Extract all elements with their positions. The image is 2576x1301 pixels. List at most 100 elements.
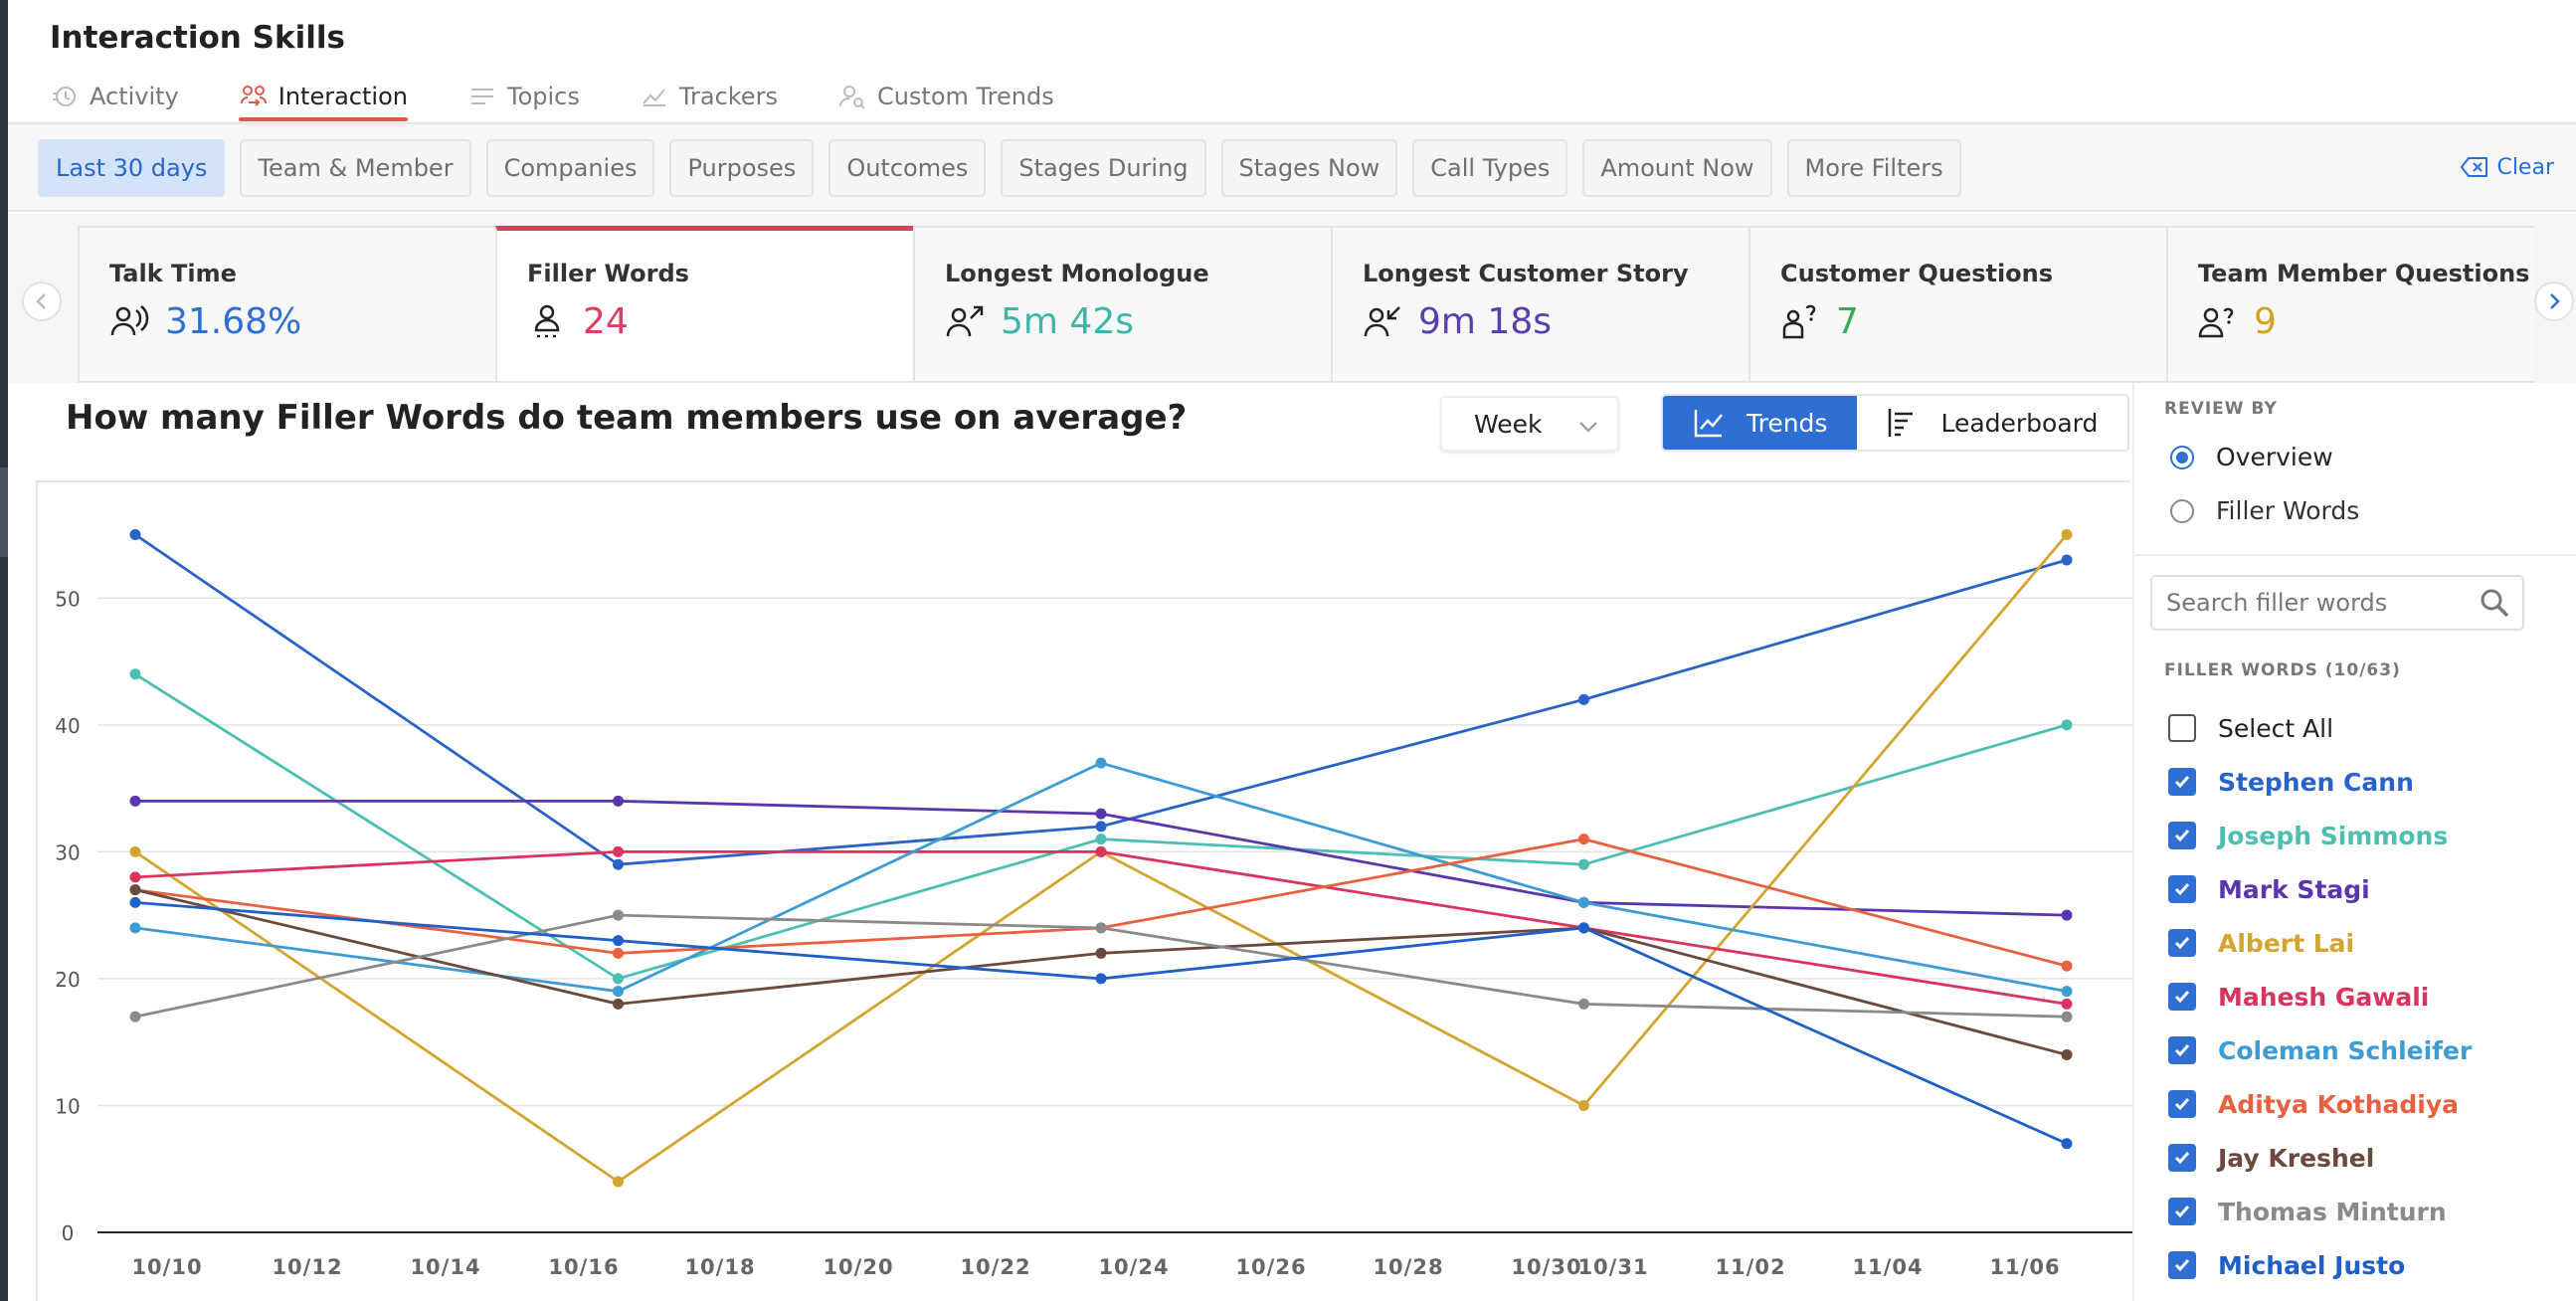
period-select[interactable]: Week: [1440, 396, 1619, 452]
member-checkbox-jay-kreshel[interactable]: Jay Kreshel: [2168, 1131, 2472, 1185]
filter-last-30-days[interactable]: Last 30 days: [38, 139, 226, 197]
filter-companies[interactable]: Companies: [485, 139, 655, 197]
filter-amount-now[interactable]: Amount Now: [1582, 139, 1772, 197]
member-name: Thomas Minturn: [2218, 1197, 2447, 1226]
metric-card-longest-customer-story[interactable]: Longest Customer Story 9m 18s: [1331, 226, 1748, 383]
data-point[interactable]: [129, 871, 141, 883]
data-point[interactable]: [1578, 1099, 1589, 1111]
data-point[interactable]: [1095, 845, 1107, 857]
member-checkbox-thomas-minturn[interactable]: Thomas Minturn: [2168, 1185, 2472, 1238]
trends-button[interactable]: Trends: [1663, 396, 1858, 450]
member-checkbox-aditya-kothadiya[interactable]: Aditya Kothadiya: [2168, 1077, 2472, 1131]
data-point[interactable]: [1095, 834, 1107, 845]
data-point[interactable]: [1095, 808, 1107, 820]
tab-custom-trends[interactable]: Custom Trends: [837, 72, 1054, 121]
metric-card-customer-questions[interactable]: Customer Questions 7: [1748, 226, 2166, 383]
data-point[interactable]: [2061, 529, 2073, 541]
member-checkbox-albert-lai[interactable]: Albert Lai: [2168, 916, 2472, 970]
tab-label: Activity: [90, 83, 179, 110]
data-point[interactable]: [613, 1176, 624, 1188]
member-checkbox-stephen-cann[interactable]: Stephen Cann: [2168, 755, 2472, 809]
data-point[interactable]: [2061, 909, 2073, 921]
data-point[interactable]: [2061, 986, 2073, 998]
data-point[interactable]: [613, 986, 624, 998]
data-point[interactable]: [2061, 1138, 2073, 1150]
data-point[interactable]: [613, 795, 624, 807]
clear-filters-button[interactable]: Clear: [2461, 154, 2554, 180]
radio-filler-words[interactable]: Filler Words: [2170, 496, 2359, 525]
data-point[interactable]: [1578, 896, 1589, 908]
data-point[interactable]: [129, 529, 141, 541]
data-point[interactable]: [2061, 960, 2073, 972]
metric-card-longest-monologue[interactable]: Longest Monologue 5m 42s: [913, 226, 1331, 383]
member-checkbox-mahesh-gawali[interactable]: Mahesh Gawali: [2168, 970, 2472, 1023]
data-point[interactable]: [2061, 1011, 2073, 1022]
select-all-label: Select All: [2218, 713, 2334, 743]
tab-activity[interactable]: Activity: [50, 72, 179, 121]
filter-team-member[interactable]: Team & Member: [240, 139, 471, 197]
metric-card-talk-time[interactable]: Talk Time 31.68%: [78, 226, 495, 383]
select-all-checkbox[interactable]: Select All: [2168, 701, 2472, 755]
tab-interaction[interactable]: Interaction: [238, 72, 409, 121]
metric-strip: Talk Time 31.68% Filler Words 24 Longest…: [8, 214, 2576, 383]
data-point[interactable]: [613, 998, 624, 1010]
filler-words-icon: [534, 304, 560, 337]
data-point[interactable]: [129, 896, 141, 908]
data-point[interactable]: [613, 845, 624, 857]
data-point[interactable]: [129, 795, 141, 807]
data-point[interactable]: [1095, 947, 1107, 959]
data-point[interactable]: [1578, 834, 1589, 845]
data-point[interactable]: [129, 884, 141, 896]
data-point[interactable]: [1578, 858, 1589, 870]
radio-label: Overview: [2216, 443, 2333, 471]
data-point[interactable]: [129, 922, 141, 934]
data-point[interactable]: [2061, 719, 2073, 731]
data-point[interactable]: [1095, 757, 1107, 769]
member-name: Mahesh Gawali: [2218, 982, 2430, 1012]
filter-purposes[interactable]: Purposes: [669, 139, 815, 197]
member-checkbox-joseph-simmons[interactable]: Joseph Simmons: [2168, 809, 2472, 862]
left-rail-thumb[interactable]: [0, 467, 8, 557]
data-point[interactable]: [2061, 1048, 2073, 1060]
x-tick-label: 10/22: [960, 1255, 1030, 1279]
tab-trackers[interactable]: Trackers: [640, 72, 778, 121]
data-point[interactable]: [1578, 693, 1589, 705]
header-divider: [8, 122, 2576, 124]
scroll-right-button[interactable]: [2534, 281, 2574, 321]
data-point[interactable]: [613, 858, 624, 870]
metric-label: Filler Words: [527, 260, 689, 287]
filler-search-input[interactable]: [2150, 575, 2524, 631]
data-point[interactable]: [613, 935, 624, 947]
data-point[interactable]: [129, 668, 141, 680]
tab-label: Topics: [506, 83, 580, 110]
filter-stages-now[interactable]: Stages Now: [1220, 139, 1398, 197]
member-checkbox-coleman-schleifer[interactable]: Coleman Schleifer: [2168, 1023, 2472, 1077]
data-point[interactable]: [1095, 821, 1107, 833]
data-point[interactable]: [613, 973, 624, 985]
leaderboard-button[interactable]: Leaderboard: [1857, 396, 2128, 450]
member-checkbox-mark-stagi[interactable]: Mark Stagi: [2168, 862, 2472, 916]
metric-card-team-member-questions[interactable]: Team Member Questions 9: [2166, 226, 2534, 383]
data-point[interactable]: [129, 1011, 141, 1022]
series-line-jay-kreshel[interactable]: [134, 888, 2068, 1056]
filter-stages-during[interactable]: Stages During: [1001, 139, 1206, 197]
data-point[interactable]: [1578, 998, 1589, 1010]
data-point[interactable]: [613, 947, 624, 959]
scroll-left-button[interactable]: [22, 281, 62, 321]
data-point[interactable]: [2061, 554, 2073, 566]
data-point[interactable]: [613, 909, 624, 921]
radio-overview[interactable]: Overview: [2170, 443, 2333, 471]
search-icon[interactable]: [2479, 587, 2510, 619]
chevron-down-icon: [1579, 422, 1597, 433]
member-checkbox-michael-justo[interactable]: Michael Justo: [2168, 1238, 2472, 1292]
tab-topics[interactable]: Topics: [467, 72, 580, 121]
metric-card-filler-words[interactable]: Filler Words 24: [495, 226, 913, 383]
data-point[interactable]: [1578, 922, 1589, 934]
filter-more-filters[interactable]: More Filters: [1786, 139, 1961, 197]
data-point[interactable]: [2061, 998, 2073, 1010]
data-point[interactable]: [1095, 922, 1107, 934]
filter-outcomes[interactable]: Outcomes: [828, 139, 987, 197]
filter-call-types[interactable]: Call Types: [1412, 139, 1568, 197]
data-point[interactable]: [1095, 973, 1107, 985]
data-point[interactable]: [129, 845, 141, 857]
